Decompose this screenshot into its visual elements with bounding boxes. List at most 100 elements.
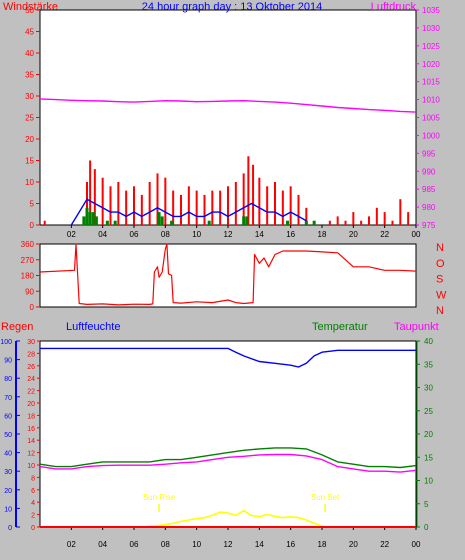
temp-x-tick-label: 12: [224, 540, 233, 549]
rain-tick-label: 22: [27, 389, 35, 396]
temp-x-tick-label: 10: [192, 540, 201, 549]
wind-left-tick-label: 5: [30, 200, 35, 209]
wind-x-tick-label: 12: [224, 230, 233, 239]
temperature-line: [39, 447, 417, 469]
rain-tick-label: 10: [27, 463, 35, 470]
rain-tick-label: 26: [27, 364, 35, 371]
temperature-tick-label: 0: [424, 523, 429, 532]
rain-tick-label: 16: [27, 426, 35, 433]
temperature-tick-label: 30: [424, 384, 433, 393]
direction-left-tick-label: 90: [25, 287, 34, 296]
temp-x-tick-label: 22: [380, 540, 389, 549]
wind-x-tick-label: 04: [98, 230, 107, 239]
temp-plot-area: [39, 340, 417, 528]
rain-tick-label: 12: [27, 451, 35, 458]
temp-x-tick-label: 06: [130, 540, 139, 549]
rain-tick-label: 20: [27, 401, 35, 408]
direction-left-tick-label: 360: [21, 240, 35, 249]
wind-chart-title: 24 hour graph day : 13 Oktober 2014: [142, 1, 322, 13]
rain-tick-label: 8: [31, 475, 35, 482]
sun-set-label: Sun Set: [311, 493, 340, 502]
humidity-tick-label: 40: [4, 451, 12, 458]
rain-tick-label: 28: [27, 351, 35, 358]
pressure-right-tick-label: 1020: [422, 60, 440, 69]
wind-x-tick-label: 18: [318, 230, 327, 239]
humidity-tick-label: 100: [0, 339, 12, 346]
pressure-line: [39, 98, 417, 113]
wind-left-tick-label: 50: [25, 6, 34, 15]
rain-tick-label: 18: [27, 413, 35, 420]
direction-compass-label: W: [436, 289, 447, 301]
mean-wind-line: [70, 198, 307, 226]
humidity-tick-label: 90: [4, 358, 12, 365]
pressure-right-tick-label: 1005: [422, 114, 440, 123]
temperature-tick-label: 5: [424, 500, 429, 509]
direction-plot-area: [39, 243, 417, 308]
temp-x-tick-label: 00: [412, 540, 421, 549]
rain-tick-label: 4: [31, 500, 35, 507]
rain-axis-label: Regen: [1, 321, 33, 333]
pressure-right-tick-label: 1015: [422, 78, 440, 87]
wind-left-tick-label: 30: [25, 92, 34, 101]
pressure-right-tick-label: 1025: [422, 42, 440, 51]
dewpoint-axis-label: Taupunkt: [394, 321, 439, 333]
rain-tick-label: 0: [31, 525, 35, 532]
humidity-tick-label: 60: [4, 413, 12, 420]
temp-x-tick-label: 08: [161, 540, 170, 549]
wind-left-tick-label: 10: [25, 178, 34, 187]
temp-x-tick-label: 18: [318, 540, 327, 549]
wind-x-tick-label: 02: [67, 230, 76, 239]
wind-x-tick-label: 20: [349, 230, 358, 239]
rain-tick-label: 24: [27, 376, 35, 383]
wind-x-tick-label: 10: [192, 230, 201, 239]
pressure-right-tick-label: 985: [422, 185, 436, 194]
direction-compass-label: N: [436, 305, 444, 317]
pressure-right-tick-label: 1035: [422, 6, 440, 15]
humidity-tick-label: 50: [4, 432, 12, 439]
temperature-tick-label: 10: [424, 477, 433, 486]
wind-left-tick-label: 40: [25, 49, 34, 58]
temperature-tick-label: 25: [424, 407, 433, 416]
humidity-tick-label: 20: [4, 488, 12, 495]
temperature-tick-label: 15: [424, 453, 433, 462]
dewpoint-line: [39, 453, 417, 473]
wind-x-tick-label: 08: [161, 230, 170, 239]
humidity-tick-label: 0: [8, 525, 12, 532]
humidity-tick-label: 30: [4, 469, 12, 476]
wind-x-tick-label: 00: [412, 230, 421, 239]
direction-left-tick-label: 0: [30, 303, 35, 312]
rain-tick-label: 14: [27, 438, 35, 445]
pressure-right-tick-label: 990: [422, 167, 436, 176]
rain-tick-label: 6: [31, 488, 35, 495]
rain-tick-label: 2: [31, 513, 35, 520]
wind-x-tick-label: 14: [255, 230, 264, 239]
pressure-right-tick-label: 975: [422, 221, 436, 230]
wind-right-axis-label: Luftdruck: [371, 1, 417, 13]
direction-compass-label: O: [436, 258, 445, 270]
pressure-right-tick-label: 1030: [422, 24, 440, 33]
pressure-right-tick-label: 1010: [422, 96, 440, 105]
temp-x-tick-label: 20: [349, 540, 358, 549]
pressure-right-tick-label: 980: [422, 203, 436, 212]
temperature-tick-label: 35: [424, 360, 433, 369]
wind-left-tick-label: 0: [30, 221, 35, 230]
wind-left-axis-label: Windstärke: [3, 1, 58, 13]
wind-left-tick-label: 25: [25, 114, 34, 123]
direction-left-tick-label: 180: [21, 272, 35, 281]
temp-x-tick-label: 04: [98, 540, 107, 549]
temp-x-tick-label: 14: [255, 540, 264, 549]
wind-x-tick-label: 16: [286, 230, 295, 239]
humidity-line: [40, 347, 416, 368]
pressure-right-tick-label: 995: [422, 149, 436, 158]
wind-direction-line: [39, 243, 417, 306]
direction-compass-label: S: [436, 274, 443, 286]
direction-compass-label: N: [436, 242, 444, 254]
wind-left-tick-label: 15: [25, 157, 34, 166]
temp-x-tick-label: 02: [67, 540, 76, 549]
humidity-axis-label: Luftfeuchte: [66, 321, 120, 333]
wind-left-tick-label: 20: [25, 135, 34, 144]
temperature-tick-label: 20: [424, 430, 433, 439]
wind-left-tick-label: 45: [25, 28, 34, 37]
